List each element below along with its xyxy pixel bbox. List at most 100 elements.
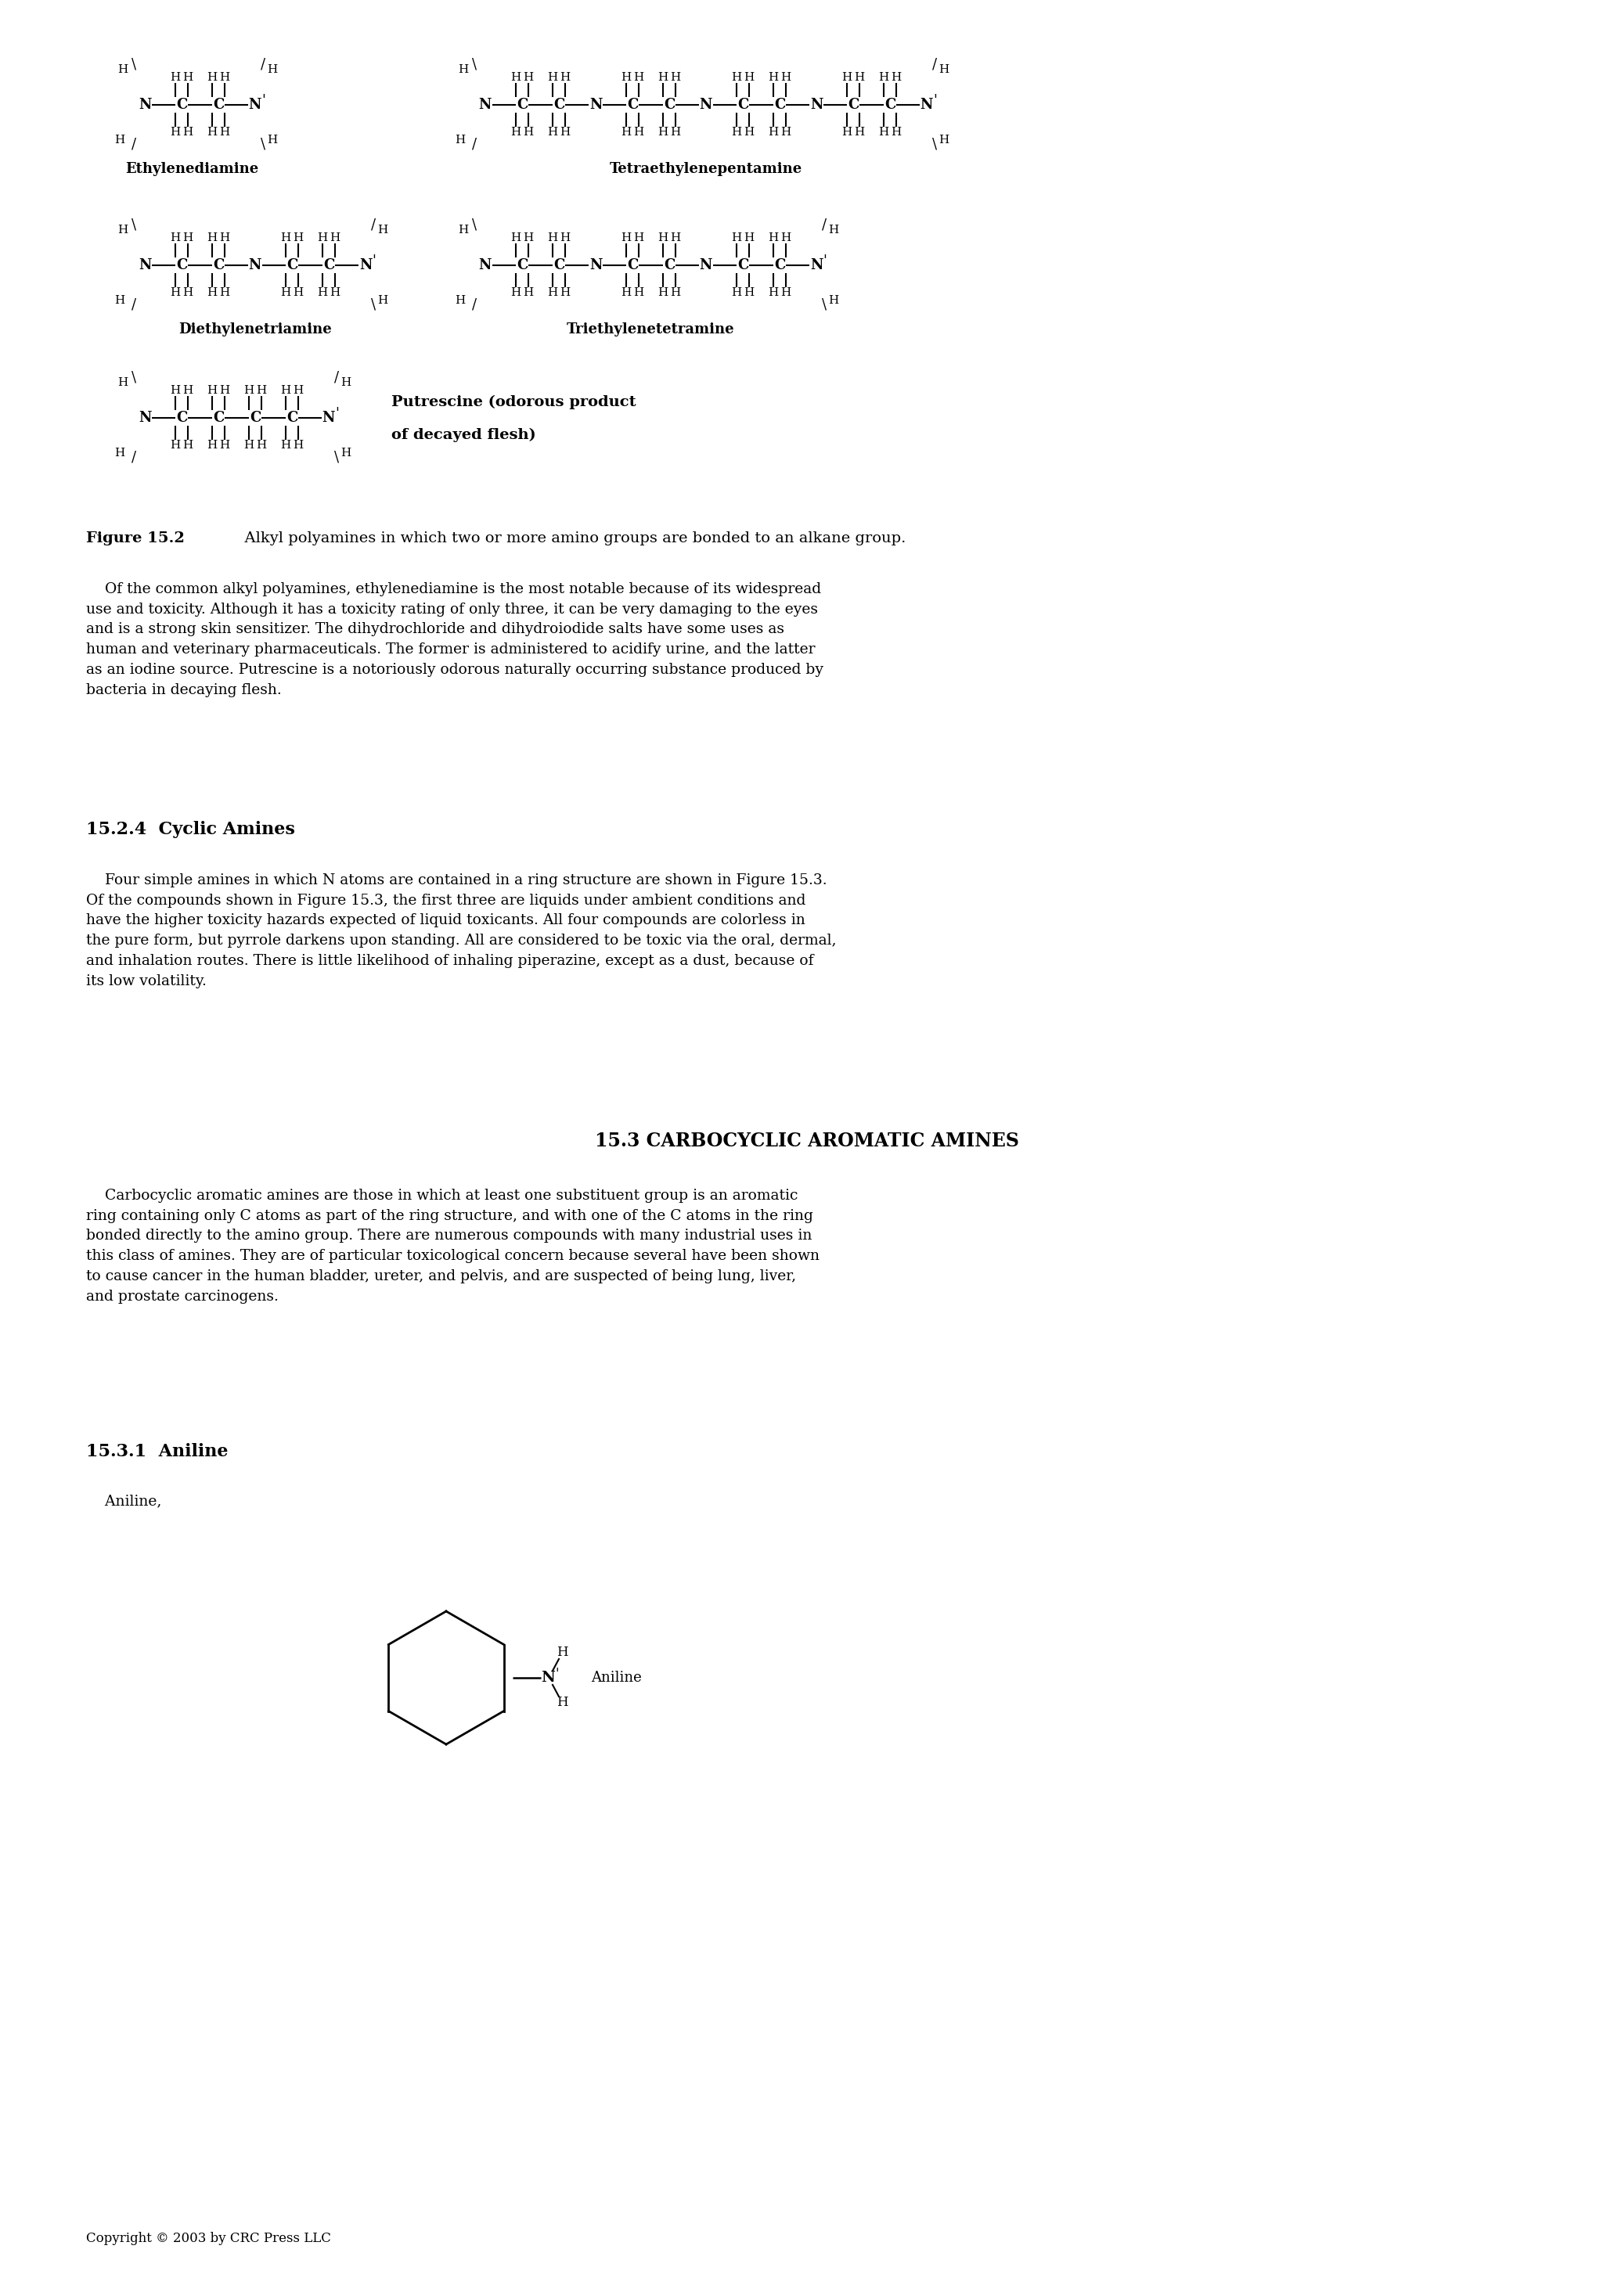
Text: H: H (268, 135, 278, 145)
Text: \: \ (933, 138, 938, 152)
Text: C: C (516, 257, 528, 273)
Text: H: H (510, 71, 521, 83)
Text: C: C (250, 411, 261, 425)
Text: H: H (207, 71, 218, 83)
Text: \: \ (131, 57, 136, 71)
Text: C: C (516, 99, 528, 113)
Text: H: H (670, 287, 681, 298)
Text: C: C (213, 411, 224, 425)
Text: H: H (329, 232, 341, 243)
Text: /: / (822, 218, 826, 232)
Text: \: \ (131, 370, 136, 383)
Text: C: C (176, 257, 187, 273)
Text: H: H (182, 232, 194, 243)
Text: H: H (744, 232, 754, 243)
Text: H: H (891, 126, 901, 138)
Text: C: C (286, 257, 297, 273)
Text: H: H (510, 126, 521, 138)
Text: Triethylenetetramine: Triethylenetetramine (567, 321, 734, 338)
Text: Figure 15.2: Figure 15.2 (86, 530, 184, 546)
Text: H: H (118, 225, 128, 236)
Text: H: H (939, 135, 949, 145)
Text: /: / (471, 138, 476, 152)
Text: \: \ (822, 298, 826, 312)
Text: H: H (781, 287, 791, 298)
Text: H: H (560, 232, 570, 243)
Text: H: H (878, 71, 889, 83)
Text: H: H (731, 71, 742, 83)
Text: H: H (781, 71, 791, 83)
Text: H: H (220, 287, 229, 298)
Text: H: H (634, 126, 644, 138)
Text: H: H (220, 386, 229, 395)
Text: ': ' (261, 94, 266, 108)
Text: \: \ (334, 450, 339, 464)
Text: H: H (294, 232, 303, 243)
Text: /: / (471, 298, 476, 312)
Text: H: H (115, 448, 124, 459)
Text: H: H (854, 71, 865, 83)
Text: H: H (207, 126, 218, 138)
Text: ': ' (823, 255, 826, 269)
Text: C: C (884, 99, 896, 113)
Text: N: N (920, 99, 933, 113)
Text: N: N (699, 257, 712, 273)
Text: H: H (731, 126, 742, 138)
Text: H: H (768, 71, 778, 83)
Text: H: H (318, 232, 328, 243)
Text: H: H (244, 441, 253, 450)
Text: /: / (131, 450, 136, 464)
Text: H: H (828, 294, 839, 305)
Text: 15.2.4  Cyclic Amines: 15.2.4 Cyclic Amines (86, 822, 295, 838)
Text: H: H (634, 71, 644, 83)
Text: \: \ (371, 298, 376, 312)
Text: C: C (663, 257, 675, 273)
Text: H: H (118, 64, 128, 76)
Text: N: N (541, 1671, 555, 1685)
Text: C: C (626, 99, 638, 113)
Text: C: C (213, 99, 224, 113)
Text: H: H (523, 71, 534, 83)
Text: H: H (318, 287, 328, 298)
Text: H: H (294, 287, 303, 298)
Text: C: C (176, 99, 187, 113)
Text: N: N (139, 99, 152, 113)
Text: H: H (939, 64, 949, 76)
Text: H: H (547, 126, 558, 138)
Text: N: N (699, 99, 712, 113)
Text: H: H (281, 386, 291, 395)
Text: \: \ (260, 138, 265, 152)
Text: H: H (207, 287, 218, 298)
Text: C: C (176, 411, 187, 425)
Text: H: H (781, 126, 791, 138)
Text: ': ' (373, 255, 376, 269)
Text: /: / (334, 370, 339, 383)
Text: H: H (169, 232, 181, 243)
Text: H: H (257, 441, 266, 450)
Text: H: H (510, 287, 521, 298)
Text: H: H (281, 441, 291, 450)
Text: H: H (378, 294, 387, 305)
Text: of decayed flesh): of decayed flesh) (391, 427, 536, 443)
Text: H: H (268, 64, 278, 76)
Text: H: H (621, 287, 631, 298)
Text: N: N (139, 411, 152, 425)
Text: 15.3.1  Aniline: 15.3.1 Aniline (86, 1442, 228, 1460)
Text: C: C (775, 257, 786, 273)
Text: H: H (843, 126, 852, 138)
Text: H: H (659, 71, 668, 83)
Text: N: N (139, 257, 152, 273)
Text: \: \ (471, 218, 476, 232)
Text: C: C (554, 99, 565, 113)
Text: H: H (670, 126, 681, 138)
Text: H: H (744, 287, 754, 298)
Text: H: H (670, 71, 681, 83)
Text: H: H (455, 135, 465, 145)
Text: H: H (169, 441, 181, 450)
Text: Carbocyclic aromatic amines are those in which at least one substituent group is: Carbocyclic aromatic amines are those in… (86, 1189, 820, 1304)
Text: H: H (781, 232, 791, 243)
Text: N: N (589, 99, 602, 113)
Text: H: H (547, 287, 558, 298)
Text: 15.3 CARBOCYCLIC AROMATIC AMINES: 15.3 CARBOCYCLIC AROMATIC AMINES (596, 1132, 1018, 1150)
Text: C: C (847, 99, 859, 113)
